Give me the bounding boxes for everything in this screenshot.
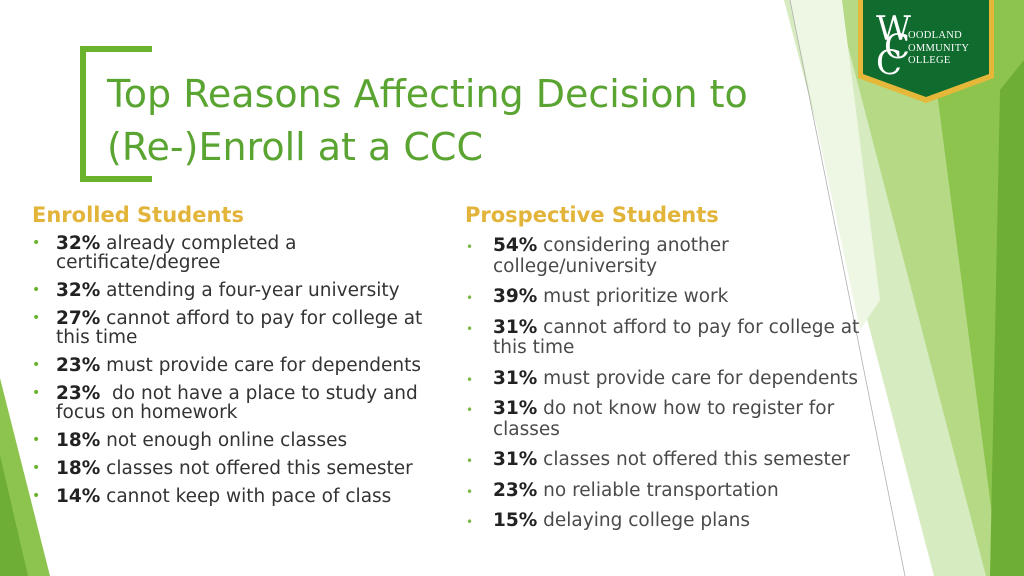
item-percent: 32% bbox=[56, 233, 101, 254]
bullet-icon: • bbox=[32, 488, 41, 504]
bullet-icon: • bbox=[32, 357, 41, 373]
item-percent: 23% bbox=[493, 479, 538, 501]
item-percent: 31% bbox=[493, 398, 538, 419]
list-item: • 31% must provide care for dependents bbox=[466, 367, 886, 390]
bullet-icon: • bbox=[466, 484, 474, 499]
list-item: • 31% classes not offered this semester bbox=[466, 449, 886, 471]
slide-title-line: (Re-)Enroll at a CCC bbox=[107, 125, 483, 169]
item-percent: 31% bbox=[493, 316, 538, 338]
item-percent: 27% bbox=[56, 308, 101, 329]
bullet-icon: • bbox=[466, 291, 474, 305]
list-item: • 27% cannot afford to pay for college at… bbox=[32, 309, 432, 347]
bullet-icon: • bbox=[466, 403, 474, 417]
list-item: • 15% delaying college plans bbox=[466, 510, 886, 532]
title-bracket bbox=[80, 46, 152, 182]
list-item: • 18% not enough online classes bbox=[32, 431, 432, 450]
list-item: • 23% must provide care for dependents bbox=[32, 356, 432, 375]
logo-line: OLLEGE bbox=[908, 55, 951, 66]
prospective-heading: Prospective Students bbox=[465, 203, 719, 227]
item-percent: 39% bbox=[493, 286, 538, 307]
bullet-icon: • bbox=[32, 310, 41, 326]
logo-badge bbox=[858, 0, 994, 103]
item-text: cannot afford to pay for college at this… bbox=[493, 316, 866, 358]
item-text: not enough online classes bbox=[106, 430, 348, 451]
item-percent: 18% bbox=[56, 430, 101, 451]
college-logo: W C C OODLAND OMMUNITY OLLEGE bbox=[858, 0, 994, 103]
item-percent: 32% bbox=[56, 280, 101, 301]
enrolled-heading: Enrolled Students bbox=[32, 203, 244, 227]
item-percent: 54% bbox=[493, 235, 538, 256]
bullet-icon: • bbox=[32, 235, 41, 251]
logo-monogram-letter: W bbox=[876, 9, 911, 49]
item-text: classes not offered this semester bbox=[106, 458, 413, 479]
list-item: • 32% already completed a certificate/deg… bbox=[32, 234, 432, 272]
bullet-icon: • bbox=[466, 515, 474, 529]
logo-line: OMMUNITY bbox=[908, 42, 970, 54]
prospective-list: • 54% considering another college/univers… bbox=[466, 235, 886, 532]
list-item: • 31% do not know how to register for cla… bbox=[466, 398, 886, 440]
slide-title: Top Reasons Affecting Decision to (Re-)E… bbox=[107, 68, 748, 174]
item-percent: 15% bbox=[493, 510, 538, 531]
item-percent: 31% bbox=[493, 367, 538, 389]
item-text: must prioritize work bbox=[543, 286, 729, 307]
item-text: considering another college/university bbox=[493, 235, 735, 277]
bullet-icon: • bbox=[32, 385, 41, 401]
item-percent: 18% bbox=[56, 458, 101, 479]
logo-wordmark: OODLAND OMMUNITY OLLEGE bbox=[908, 30, 969, 68]
list-item: • 39% must prioritize work bbox=[466, 286, 886, 308]
list-item: • 32% attending a four-year university bbox=[32, 281, 432, 300]
item-percent: 23% bbox=[56, 383, 101, 404]
bullet-icon: • bbox=[32, 432, 41, 448]
logo-monogram-letter: C bbox=[876, 43, 903, 83]
bullet-icon: • bbox=[466, 321, 474, 336]
logo-monogram: W C C bbox=[872, 8, 918, 80]
item-percent: 31% bbox=[493, 449, 538, 470]
enrolled-list: • 32% already completed a certificate/deg… bbox=[32, 234, 432, 506]
slide-title-line: Top Reasons Affecting Decision to bbox=[107, 72, 748, 116]
item-text: do not know how to register for classes bbox=[493, 398, 841, 440]
item-text: cannot keep with pace of class bbox=[106, 486, 392, 507]
item-percent: 14% bbox=[56, 486, 101, 507]
list-item: • 31% cannot afford to pay for college at… bbox=[466, 316, 886, 359]
logo-line: OODLAND bbox=[908, 30, 963, 41]
item-percent: 23% bbox=[56, 355, 101, 376]
list-item: • 14% cannot keep with pace of class bbox=[32, 487, 432, 506]
item-text: must provide care for dependents bbox=[106, 355, 422, 376]
item-text: delaying college plans bbox=[543, 510, 750, 531]
logo-monogram-letter: C bbox=[884, 27, 911, 67]
bullet-icon: • bbox=[32, 282, 41, 298]
list-item: • 23% no reliable transportation bbox=[466, 479, 886, 502]
item-text: already completed a certificate/degree bbox=[56, 233, 303, 273]
item-text: must provide care for dependents bbox=[543, 367, 859, 389]
list-item: • 23% do not have a place to study and fo… bbox=[32, 384, 432, 422]
bullet-icon: • bbox=[466, 372, 474, 387]
item-text: no reliable transportation bbox=[543, 479, 779, 501]
item-text: cannot afford to pay for college at this… bbox=[56, 308, 429, 348]
item-text: do not have a place to study and focus o… bbox=[56, 383, 424, 423]
item-text: classes not offered this semester bbox=[543, 449, 850, 470]
list-item: • 18% classes not offered this semester bbox=[32, 459, 432, 478]
item-text: attending a four-year university bbox=[106, 280, 400, 301]
bullet-icon: • bbox=[466, 454, 474, 468]
bullet-icon: • bbox=[32, 460, 41, 476]
list-item: • 54% considering another college/univers… bbox=[466, 235, 886, 277]
bullet-icon: • bbox=[466, 240, 474, 254]
